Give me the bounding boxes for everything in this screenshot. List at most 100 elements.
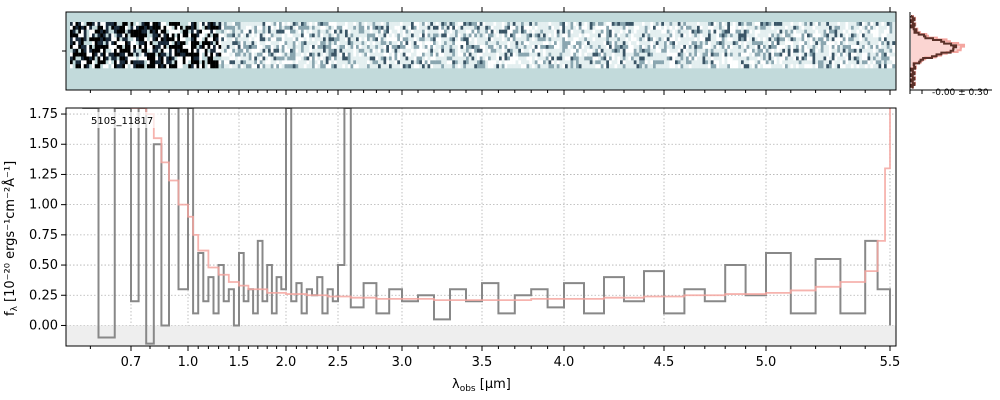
heat-cell	[235, 52, 238, 57]
heat-cell	[97, 29, 101, 34]
heat-cell	[595, 48, 599, 53]
heat-cell	[537, 56, 541, 61]
heat-cell	[831, 64, 835, 69]
heat-cell	[306, 52, 310, 57]
heat-cell	[301, 56, 304, 61]
heat-cell	[177, 33, 181, 38]
heat-cell	[202, 25, 205, 30]
heat-cell	[727, 48, 731, 53]
heat-cell	[504, 41, 508, 46]
heat-cell	[160, 60, 164, 65]
heat-cell	[210, 60, 214, 65]
heat-cell	[246, 45, 249, 50]
heat-cell	[727, 56, 731, 61]
heat-cell	[114, 64, 117, 69]
heat-cell	[86, 37, 90, 42]
heat-cell	[653, 33, 656, 38]
heat-cell	[617, 45, 621, 50]
heat-cell	[180, 52, 183, 57]
heat-cell	[809, 22, 813, 27]
heat-cell	[771, 60, 775, 65]
heat-cell	[768, 41, 772, 46]
heat-cell	[614, 60, 618, 65]
heat-cell	[295, 41, 299, 46]
heat-cell	[488, 33, 491, 38]
heat-cell	[262, 25, 266, 30]
heat-cell	[75, 22, 79, 27]
heat-cell	[749, 41, 753, 46]
heat-cell	[460, 41, 464, 46]
heat-cell	[218, 22, 222, 27]
heat-cell	[83, 60, 87, 65]
heat-cell	[543, 56, 546, 61]
heat-cell	[581, 33, 585, 38]
heat-cell	[578, 33, 582, 38]
heat-cell	[741, 29, 744, 34]
heat-cell	[471, 22, 475, 27]
heat-cell	[364, 45, 368, 50]
heat-cell	[787, 22, 791, 27]
panel-1d-frame	[65, 107, 897, 347]
heat-cell	[554, 29, 557, 34]
heat-cell	[196, 60, 200, 65]
heat-cell	[518, 29, 522, 34]
heat-cell	[686, 45, 689, 50]
heat-cell	[787, 37, 791, 42]
heat-cell	[818, 25, 821, 30]
heat-cell	[105, 52, 109, 57]
heat-cell	[856, 64, 860, 69]
heat-cell	[598, 56, 601, 61]
heat-cell	[702, 64, 706, 69]
heat-cell	[488, 22, 491, 27]
heat-cell	[248, 64, 252, 69]
heat-cell	[647, 25, 651, 30]
heat-cell	[207, 48, 211, 53]
heat-cell	[130, 29, 134, 34]
heat-cell	[804, 45, 808, 50]
heat-cell	[490, 56, 494, 61]
heat-cell	[213, 22, 216, 27]
heat-cell	[845, 37, 849, 42]
heat-cell	[611, 41, 615, 46]
heat-cell	[864, 33, 868, 38]
heat-cell	[697, 52, 700, 57]
heat-cell	[86, 48, 90, 53]
heat-cell	[246, 25, 249, 30]
heat-cell	[614, 56, 618, 61]
heat-cell	[312, 56, 315, 61]
heat-cell	[881, 41, 885, 46]
heat-cell	[81, 48, 84, 53]
heat-cell	[859, 29, 863, 34]
heat-cell	[559, 25, 563, 30]
heat-cell	[276, 60, 280, 65]
heat-cell	[83, 52, 87, 57]
heat-cell	[397, 60, 401, 65]
heat-cell	[636, 52, 640, 57]
heat-cell	[290, 52, 293, 57]
heat-cell	[468, 25, 472, 30]
heat-cell	[886, 56, 890, 61]
heat-cell	[460, 29, 464, 34]
profile-line-dark	[910, 15, 958, 89]
heat-cell	[413, 56, 417, 61]
heat-cell	[644, 25, 648, 30]
heat-cell	[581, 64, 585, 69]
heat-cell	[380, 45, 384, 50]
heat-cell	[774, 22, 777, 27]
heat-cell	[372, 60, 376, 65]
heat-cell	[790, 52, 794, 57]
heat-cell	[831, 22, 835, 27]
heat-cell	[746, 64, 750, 69]
heat-cell	[479, 56, 483, 61]
heat-cell	[411, 60, 414, 65]
heat-cell	[719, 29, 722, 34]
heat-cell	[851, 29, 854, 34]
heat-cell	[97, 64, 101, 69]
heat-cell	[735, 29, 739, 34]
heat-cell	[361, 64, 365, 69]
heat-cell	[290, 56, 293, 61]
heat-cell	[474, 45, 478, 50]
heat-cell	[554, 56, 557, 61]
heat-cell	[697, 29, 700, 34]
heat-cell	[158, 45, 161, 50]
